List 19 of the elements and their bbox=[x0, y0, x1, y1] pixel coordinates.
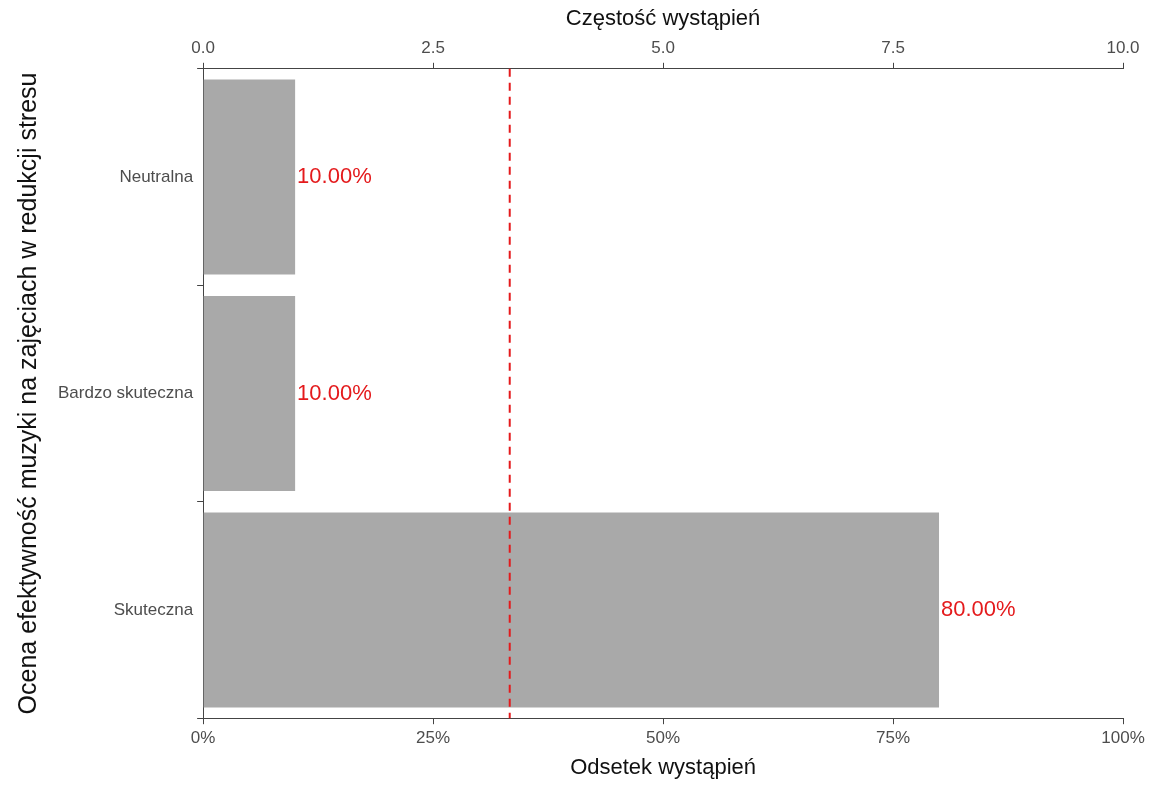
x2-tick-label: 10.0 bbox=[1106, 38, 1140, 58]
x2-tick-label: 0.0 bbox=[191, 38, 215, 58]
y-tick-label: Bardzo skuteczna bbox=[57, 383, 194, 403]
data-label: 80.00% bbox=[941, 596, 1016, 622]
y-tick-label: Skuteczna bbox=[113, 599, 194, 619]
x2-tick-label: 5.0 bbox=[651, 38, 675, 58]
x-tick-label: 0% bbox=[190, 728, 216, 748]
x-tick-label: 100% bbox=[1101, 728, 1145, 748]
x2-tick-label: 7.5 bbox=[881, 38, 905, 58]
x-tick-label: 25% bbox=[416, 728, 451, 748]
data-label: 10.00% bbox=[297, 379, 372, 405]
y-tick-label: Neutralna bbox=[119, 166, 194, 186]
x2-axis-title: Częstość wystąpień bbox=[565, 5, 761, 31]
y-axis-title: Ocena efektywność muzyki na zajęciach w redukcji stresu bbox=[12, 72, 41, 715]
x2-tick-label: 2.5 bbox=[421, 38, 445, 58]
data-label: 10.00% bbox=[297, 163, 372, 189]
x-tick-label: 75% bbox=[876, 728, 911, 748]
x-tick-label: 50% bbox=[646, 728, 681, 748]
x-axis-title: Odsetek wystąpień bbox=[570, 753, 756, 779]
